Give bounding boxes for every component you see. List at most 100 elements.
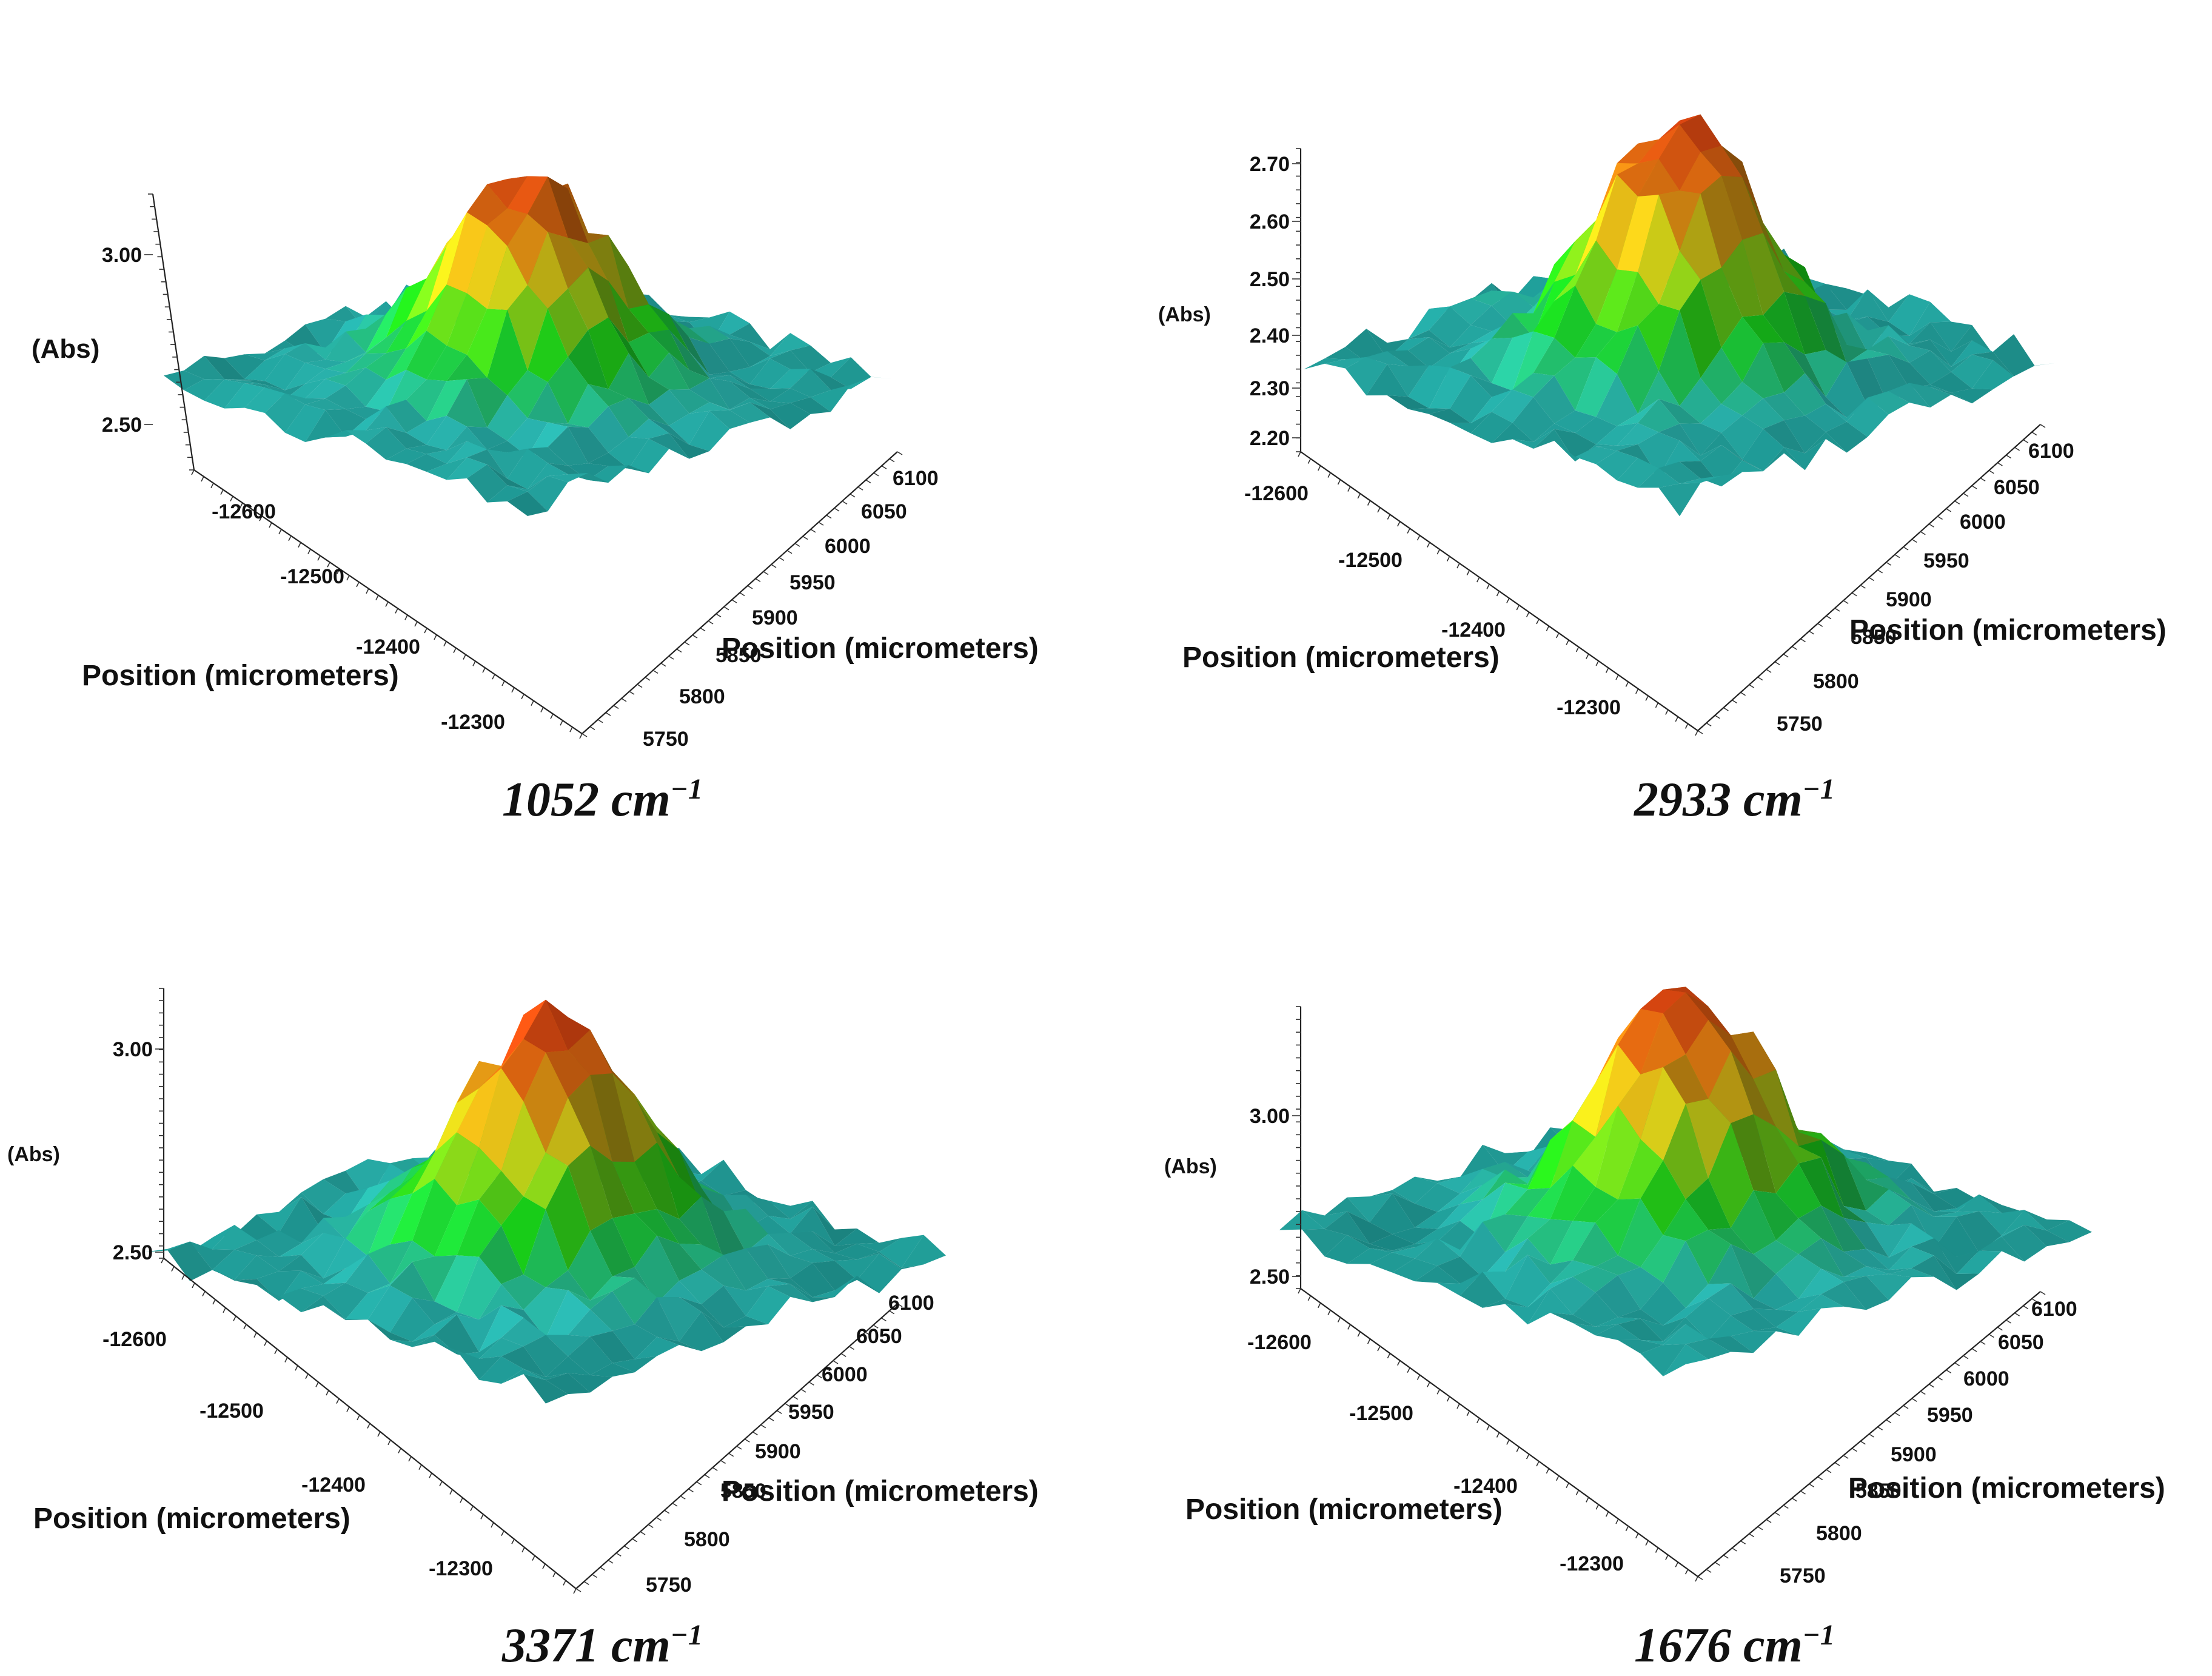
surface-facet — [1846, 349, 1889, 364]
surface-facet — [285, 404, 326, 442]
y-tick-mark — [357, 1415, 360, 1421]
surface-facet — [723, 1248, 768, 1291]
x-tick-mark — [629, 691, 635, 695]
surface-facet — [1889, 1268, 1934, 1278]
surface-facet — [1415, 1176, 1460, 1184]
surface-facet — [523, 999, 568, 1053]
surface-facet — [457, 1256, 501, 1319]
y-tick-mark — [1337, 479, 1341, 485]
x-tick-label: 5950 — [1927, 1404, 1973, 1427]
x-axis-label: Position (micrometers) — [1849, 614, 2167, 646]
surface-facet — [1686, 1230, 1731, 1284]
surface-facet — [1483, 1255, 1528, 1299]
surface-facet — [1763, 233, 1805, 297]
surface-facet — [467, 225, 508, 309]
surface-facet — [501, 1346, 546, 1378]
surface-facet — [1347, 1193, 1393, 1222]
x-tick-mark — [2031, 431, 2037, 436]
surface-facet — [1763, 292, 1805, 355]
surface-facet — [1483, 1144, 1528, 1173]
chart-panel-2: 2.70 2.60 2.50 2.40 2.30 2.20 (Abs) -12600 -1250… — [1158, 114, 2167, 826]
surface-facet — [390, 1298, 435, 1342]
surface-facet — [1784, 271, 1826, 304]
surface-facet — [1505, 1216, 1550, 1253]
surface-facet — [446, 379, 488, 427]
x-tick-mark — [1817, 623, 1823, 627]
x-tick-mark — [1791, 1498, 1797, 1502]
x-tick-mark — [668, 655, 674, 660]
surface-facet — [1450, 412, 1492, 434]
surface-facet — [749, 388, 791, 402]
y-tick-mark — [511, 687, 515, 693]
x-tick-mark — [1928, 523, 1934, 528]
surface-facet — [1888, 294, 1931, 336]
surface-facet — [523, 1369, 568, 1380]
surface-facet — [346, 313, 386, 353]
x-tick-mark — [1774, 1512, 1780, 1516]
x-tick-mark — [865, 479, 871, 484]
surface-facet — [507, 418, 548, 457]
surface-facet — [325, 331, 366, 362]
surface-facet — [1658, 423, 1701, 456]
surface-facet — [305, 369, 346, 384]
surface-facet — [1888, 354, 1931, 388]
z-tick-label: 3.00 — [102, 244, 142, 267]
x-tick-label: 5800 — [1813, 670, 1859, 693]
axes — [155, 988, 903, 1594]
surface-facet — [649, 389, 689, 426]
y-tick-mark — [305, 1373, 309, 1379]
x-tick-label: 6000 — [1960, 511, 2006, 534]
x-tick-mark — [1954, 1362, 1960, 1367]
surface-facet — [1826, 303, 1868, 364]
y-tick-mark — [453, 648, 457, 653]
surface-facet — [729, 402, 770, 423]
surface-facet — [1658, 398, 1701, 424]
panel-caption: 2933 cm−1 — [1634, 773, 1835, 826]
surface-facet — [790, 1249, 835, 1263]
y-tick-mark — [1357, 493, 1361, 499]
surface-facet — [729, 375, 770, 389]
z-tick-label: 2.30 — [1250, 377, 1290, 400]
surface-facet — [1888, 336, 1931, 363]
surface-facet — [669, 329, 709, 378]
x-tick-mark — [1937, 1376, 1943, 1381]
surface-facet — [657, 1208, 702, 1245]
surface-facet — [1951, 388, 1993, 404]
surface-facet — [1618, 1318, 1663, 1342]
surface-facet — [301, 1179, 346, 1215]
x-axis-label: Position (micrometers) — [722, 1475, 1039, 1507]
surface-facet — [501, 1039, 546, 1102]
surface-facet — [1638, 304, 1680, 371]
y-tick-mark — [181, 1274, 185, 1280]
y-tick-mark — [1496, 1432, 1500, 1438]
x-tick-label: 6050 — [1994, 476, 2040, 499]
surface-facet — [457, 1338, 501, 1359]
surface-facet — [501, 1305, 546, 1338]
y-tick-mark — [1496, 591, 1500, 597]
surface-facet — [1731, 1283, 1776, 1310]
surface-facet — [412, 1132, 457, 1194]
surface-facet — [367, 1285, 412, 1333]
surface-facet — [634, 1297, 679, 1342]
surface-facet — [1617, 139, 1659, 164]
x-tick-mark — [1791, 646, 1797, 650]
surface-facet — [1392, 1238, 1438, 1259]
y-tick-mark — [1684, 723, 1689, 729]
x-tick-mark — [802, 535, 808, 540]
surface-facet — [1721, 415, 1763, 460]
y-tick-mark — [1407, 1367, 1410, 1373]
y-tick-mark — [434, 634, 437, 640]
y-tick-mark — [404, 614, 408, 620]
surface-facet — [1595, 1255, 1641, 1275]
surface-facet — [1784, 342, 1826, 397]
surface-facet — [1387, 395, 1429, 409]
y-tick-label: -12500 — [280, 565, 344, 588]
surface-facet — [1731, 1114, 1776, 1193]
surface-facet — [457, 1350, 501, 1380]
surface-facet — [1934, 1216, 1979, 1257]
surface-facet — [1415, 1265, 1460, 1284]
y-axis-label: Position (micrometers) — [33, 1503, 350, 1535]
surface-facet — [386, 330, 427, 380]
surface-facet — [1763, 392, 1805, 420]
surface-facet — [1483, 1169, 1528, 1200]
